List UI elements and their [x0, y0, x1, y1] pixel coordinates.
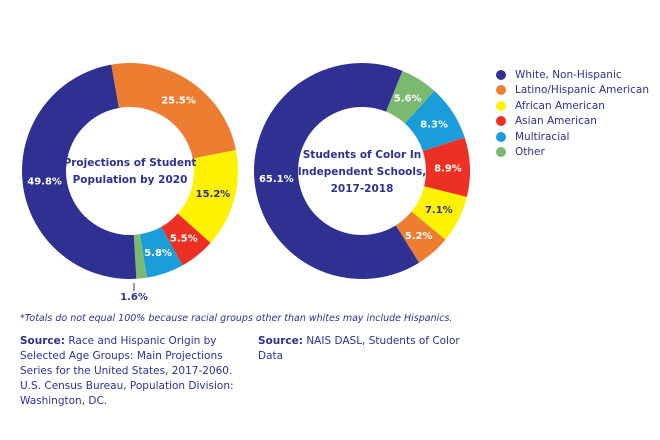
- legend-item-white: White, Non-Hispanic: [496, 67, 649, 83]
- source-label: Source:: [258, 335, 303, 347]
- slice-multiracial: [139, 226, 183, 278]
- slice-label-multiracial: 5.8%: [144, 248, 172, 259]
- slice-label-multiracial: 8.3%: [420, 120, 448, 131]
- slice-other: [385, 70, 435, 124]
- footnote: *Totals do not equal 100% because racial…: [20, 313, 453, 324]
- legend-dot-icon: [496, 69, 506, 80]
- donut-center-title: Projections of Student: [64, 157, 197, 169]
- slice-multiracial: [404, 90, 465, 152]
- slice-label-white-non-hispanic: 49.8%: [27, 177, 62, 188]
- legend-label: Asian American: [515, 115, 597, 128]
- slice-label-other: 1.6%: [120, 292, 148, 303]
- legend-item-asian-american: Asian American: [496, 114, 649, 130]
- slice-label-other: 5.6%: [394, 94, 422, 105]
- legend: White, Non-Hispanic Latino/Hispanic Amer…: [496, 67, 649, 160]
- legend-dot-icon: [496, 116, 506, 127]
- slice-label-african-american: 7.1%: [425, 205, 453, 216]
- slice-label-asian-american: 8.9%: [434, 163, 462, 174]
- slice-asian-american: [422, 137, 470, 197]
- legend-dot-icon: [496, 131, 506, 142]
- source-text: NAIS DASL, Students of Color Data: [258, 335, 460, 362]
- slice-other: [133, 234, 147, 279]
- donut-center-title: Population by 2020: [73, 174, 188, 186]
- legend-dot-icon: [496, 85, 506, 96]
- legend-item-multiracial: Multiracial: [496, 129, 649, 145]
- donut-chart-projections: 25.5% 15.2% 5.5% 5.8% 1.6% 49.8%Projections o…: [22, 63, 238, 303]
- legend-item-african-american: African American: [496, 98, 649, 114]
- legend-item-other: Other: [496, 145, 649, 161]
- slice-label-latino-hispanic-american: 5.2%: [405, 231, 433, 242]
- slice-label-latino-hispanic-american: 25.5%: [161, 96, 196, 107]
- donut-center-title: Independent Schools,: [298, 166, 426, 178]
- source-label: Source:: [20, 335, 65, 347]
- slice-asian-american: [161, 213, 211, 266]
- legend-item-latino: Latino/Hispanic American: [496, 83, 649, 99]
- legend-label: Other: [515, 146, 545, 159]
- slice-label-asian-american: 5.5%: [170, 234, 198, 245]
- source-census: Source: Race and Hispanic Origin by Sele…: [20, 334, 250, 409]
- donut-chart-students-of-color: 5.6% 8.3% 8.9% 7.1% 5.2% 65.1% Students of Col…: [254, 62, 470, 279]
- slice-white-non-hispanic: [254, 62, 420, 279]
- donut-center-title: Students of Color In: [303, 149, 421, 161]
- legend-label: African American: [515, 99, 605, 112]
- legend-label: Latino/Hispanic American: [515, 84, 649, 97]
- legend-dot-icon: [496, 147, 506, 158]
- donut-center-title: 2017-2018: [331, 183, 394, 195]
- slice-white-non-hispanic: [22, 64, 137, 279]
- legend-label: White, Non-Hispanic: [515, 68, 622, 81]
- source-text: Race and Hispanic Origin by Selected Age…: [20, 335, 234, 407]
- slice-label-african-american: 15.2%: [196, 189, 231, 200]
- slice-african-american: [411, 186, 467, 240]
- slice-latino-hispanic-american: [395, 211, 446, 263]
- source-nais: Source: NAIS DASL, Students of Color Dat…: [258, 334, 488, 364]
- legend-label: Multiracial: [515, 130, 570, 143]
- legend-dot-icon: [496, 100, 506, 111]
- slice-label-white-non-hispanic: 65.1%: [259, 174, 294, 185]
- slice-latino-hispanic-american: [111, 63, 236, 159]
- slice-african-american: [177, 149, 238, 243]
